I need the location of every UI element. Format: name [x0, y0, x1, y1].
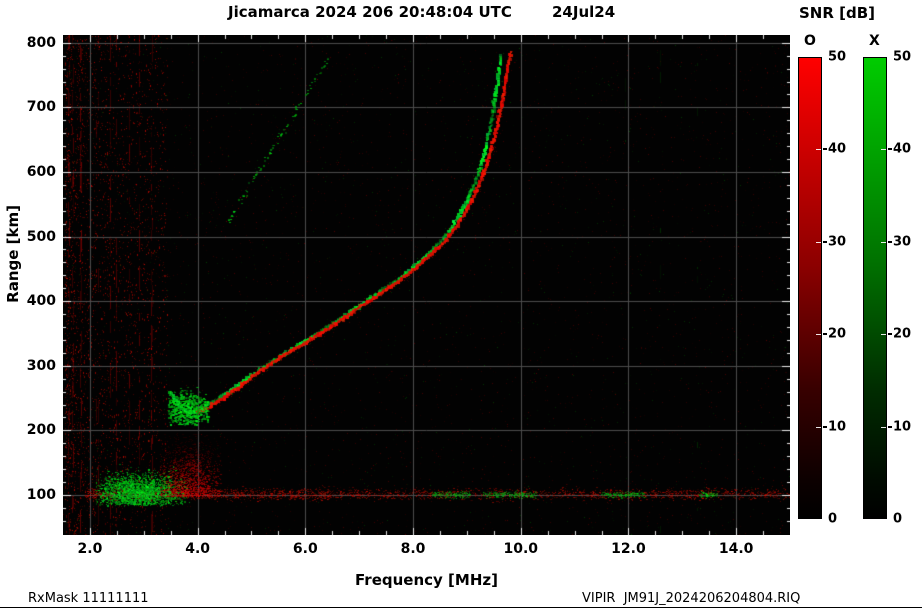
x-axis-tick-label: 14.0	[718, 541, 754, 557]
colorbar-x-inner-tick	[881, 241, 886, 243]
x-axis-tick-label: 8.0	[400, 541, 426, 557]
colorbar-x-tick-label: 30	[893, 234, 912, 250]
colorbar-o-tick-label: 40	[828, 141, 847, 157]
colorbar-x-tick-label: 40	[893, 141, 912, 157]
colorbar-o-tick-label: 50	[828, 49, 847, 65]
colorbar-o-inner-tick	[816, 334, 821, 336]
colorbar-x-tick-mark	[888, 333, 892, 336]
colorbar-o-tick-mark	[823, 148, 827, 151]
y-axis-tick-label: 100	[26, 486, 56, 503]
colorbar-o-gradient	[798, 57, 822, 519]
x-axis-tick-label: 12.0	[611, 541, 646, 557]
colorbar-x-tick-label: 0	[893, 511, 903, 527]
colorbar-o-tick-mark	[823, 425, 827, 428]
colorbar-x-mode-label: X	[869, 33, 880, 49]
y-axis-tick-label: 400	[26, 293, 56, 310]
colorbar-o-mode-label: O	[804, 33, 816, 49]
rxmask-label: RxMask 11111111	[28, 591, 149, 606]
colorbar-o-tick-mark	[823, 333, 827, 336]
colorbar-x-tick-mark	[888, 240, 892, 243]
y-axis-tick-label: 300	[26, 357, 56, 374]
y-axis-tick-label: 500	[26, 228, 56, 245]
colorbar-x-tick-mark	[888, 425, 892, 428]
colorbar-o-inner-tick	[816, 241, 821, 243]
chart-title: Jicamarca 2024 206 20:48:04 UTC	[228, 3, 512, 21]
colorbar-x-inner-tick	[881, 334, 886, 336]
y-axis-tick-label: 700	[26, 99, 56, 116]
colorbar-o-tick-label: 10	[828, 419, 847, 435]
colorbar-o-tick-mark	[823, 240, 827, 243]
x-axis-tick-label: 6.0	[292, 541, 318, 557]
colorbar-x-tick-label: 10	[893, 419, 912, 435]
colorbar-o-tick-label: 30	[828, 234, 847, 250]
x-axis-tick-label: 2.0	[77, 541, 103, 557]
colorbar-o-inner-tick	[816, 149, 821, 151]
x-axis-tick-label: 10.0	[503, 541, 539, 557]
colorbar-x-inner-tick	[881, 426, 886, 428]
colorbar-x-gradient	[863, 57, 887, 519]
colorbar-x-tick-label: 20	[893, 326, 912, 342]
plot-area	[63, 35, 790, 535]
colorbar-title: SNR [dB]	[799, 4, 876, 22]
colorbar-o-inner-tick	[816, 426, 821, 428]
colorbar-x-tick-mark	[888, 148, 892, 151]
y-axis-tick-label: 600	[26, 163, 56, 180]
colorbar-x-inner-tick	[881, 149, 886, 151]
y-axis-title: Range [km]	[4, 205, 22, 303]
x-axis-tick-label: 4.0	[185, 541, 211, 557]
colorbar-o-tick-label: 0	[828, 511, 838, 527]
colorbar-x-tick-label: 50	[893, 49, 912, 65]
bottom-divider	[0, 607, 922, 608]
ionogram-plot-canvas	[63, 35, 790, 535]
colorbar-o-tick-label: 20	[828, 326, 847, 342]
y-axis-tick-label: 200	[26, 422, 56, 439]
x-axis-title: Frequency [MHz]	[355, 571, 498, 589]
data-file-label: VIPIR JM91J_2024206204804.RIQ	[582, 591, 801, 606]
chart-date-label: 24Jul24	[552, 3, 616, 21]
y-axis-tick-label: 800	[26, 34, 56, 51]
